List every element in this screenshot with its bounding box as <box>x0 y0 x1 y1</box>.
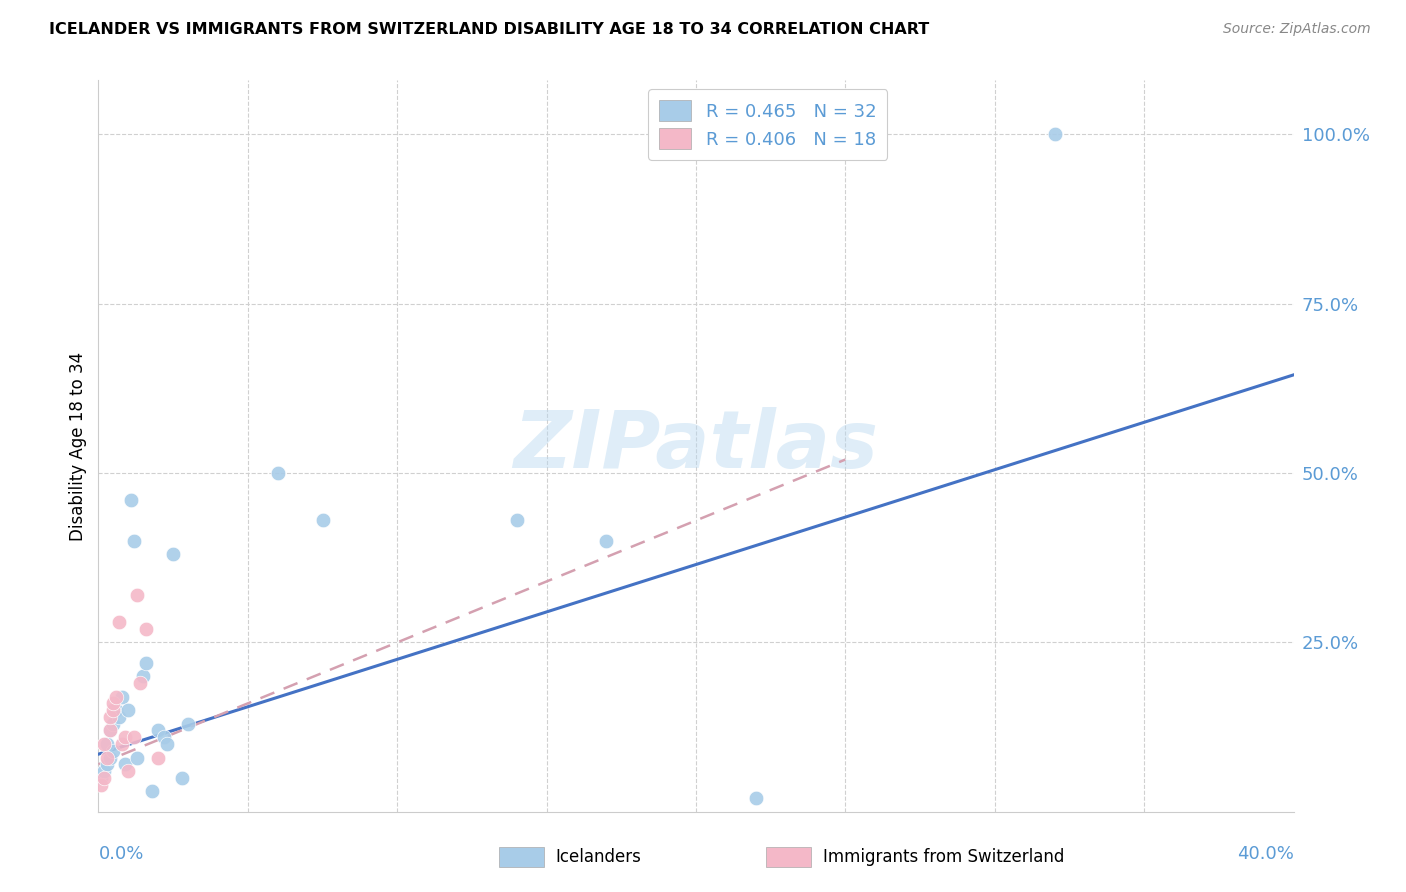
Point <box>129 676 152 690</box>
Point <box>506 514 529 528</box>
Point <box>595 533 617 548</box>
Point <box>111 690 134 704</box>
Point <box>114 730 136 744</box>
Y-axis label: Disability Age 18 to 34: Disability Age 18 to 34 <box>69 351 87 541</box>
Point <box>111 737 134 751</box>
Point <box>103 716 125 731</box>
Point <box>117 703 139 717</box>
Point <box>96 737 118 751</box>
Point <box>108 615 131 629</box>
Point <box>105 690 128 704</box>
Point <box>96 750 118 764</box>
Point <box>135 656 157 670</box>
Point <box>98 710 122 724</box>
Point <box>124 730 146 744</box>
Point <box>93 764 115 778</box>
Text: ZIPatlas: ZIPatlas <box>513 407 879 485</box>
Point <box>745 791 768 805</box>
Point <box>117 764 139 778</box>
Point <box>103 697 125 711</box>
Point <box>90 778 112 792</box>
Point <box>105 703 128 717</box>
Point <box>93 737 115 751</box>
Point <box>148 750 170 764</box>
Text: Source: ZipAtlas.com: Source: ZipAtlas.com <box>1223 22 1371 37</box>
Point <box>177 716 200 731</box>
Text: ICELANDER VS IMMIGRANTS FROM SWITZERLAND DISABILITY AGE 18 TO 34 CORRELATION CHA: ICELANDER VS IMMIGRANTS FROM SWITZERLAND… <box>49 22 929 37</box>
Point <box>1043 128 1066 142</box>
Text: 0.0%: 0.0% <box>98 845 143 863</box>
Point <box>103 703 125 717</box>
Point <box>90 771 112 785</box>
Point <box>172 771 194 785</box>
Point <box>153 730 176 744</box>
Point <box>98 723 122 738</box>
Point <box>267 466 290 480</box>
Point <box>135 622 157 636</box>
Point <box>148 723 170 738</box>
Point <box>103 744 125 758</box>
Point <box>162 547 184 561</box>
Point <box>120 493 142 508</box>
Text: Immigrants from Switzerland: Immigrants from Switzerland <box>823 848 1064 866</box>
Text: 40.0%: 40.0% <box>1237 845 1294 863</box>
Point <box>156 737 179 751</box>
Text: Icelanders: Icelanders <box>555 848 641 866</box>
Point <box>127 588 149 602</box>
Point <box>93 771 115 785</box>
Point <box>108 710 131 724</box>
Point <box>96 757 118 772</box>
Point <box>98 723 122 738</box>
Point <box>132 669 155 683</box>
Point <box>124 533 146 548</box>
Point <box>141 784 163 798</box>
Point <box>804 128 827 142</box>
Legend: R = 0.465   N = 32, R = 0.406   N = 18: R = 0.465 N = 32, R = 0.406 N = 18 <box>648 89 887 160</box>
Point <box>311 514 333 528</box>
Point <box>98 750 122 764</box>
Point <box>114 757 136 772</box>
Point <box>127 750 149 764</box>
